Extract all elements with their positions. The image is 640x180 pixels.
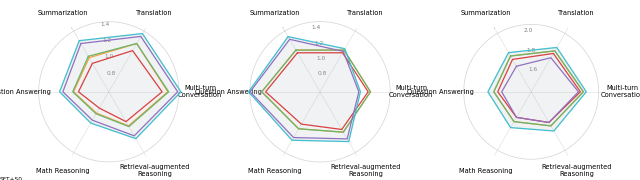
Polygon shape xyxy=(60,33,181,139)
Polygon shape xyxy=(248,37,360,142)
Legend: SFT+S0, SoFT L12+S0, SoFT L9+S0, SoFT L8+S0, SoFT+S20: SFT+S0, SoFT L12+S0, SoFT L9+S0, SoFT L8… xyxy=(0,176,40,180)
Polygon shape xyxy=(488,48,586,131)
